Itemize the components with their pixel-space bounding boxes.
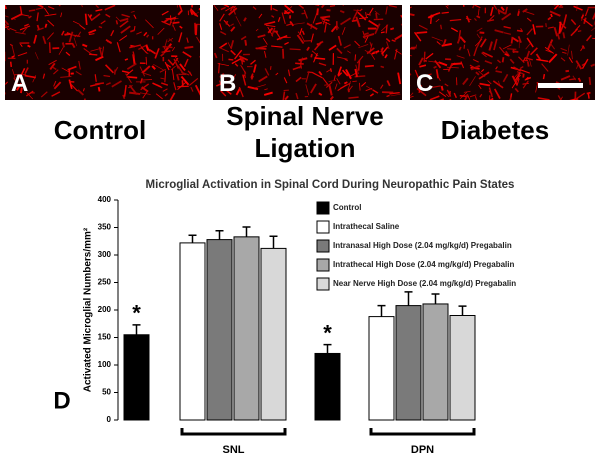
bar xyxy=(179,242,206,421)
error-bar xyxy=(132,324,141,335)
y-tick-label: 0 xyxy=(107,415,112,424)
error-bar xyxy=(458,305,467,316)
legend-label: Control xyxy=(333,203,361,212)
error-bar xyxy=(323,343,332,354)
error-bar xyxy=(242,226,251,237)
bar xyxy=(260,247,287,421)
micrograph xyxy=(402,0,600,108)
y-tick-label: 100 xyxy=(98,360,112,369)
y-axis-label: Activated Microglial Numbers/mm² xyxy=(83,227,94,392)
legend-label: Intrathecal High Dose (2.04 mg/kg/d) Pre… xyxy=(333,260,514,269)
y-tick-label: 50 xyxy=(102,388,111,397)
legend-swatch xyxy=(316,220,330,234)
bar xyxy=(233,236,260,421)
bar xyxy=(395,305,422,421)
annotation: * xyxy=(132,301,141,326)
legend-swatch xyxy=(316,258,330,272)
micrograph-c: C xyxy=(402,0,600,108)
panel-caption: Diabetes xyxy=(440,115,550,145)
micrograph xyxy=(0,0,205,103)
panel-letter: B xyxy=(219,70,237,97)
y-tick-label: 250 xyxy=(98,278,112,287)
bar xyxy=(314,352,341,421)
y-tick-label: 200 xyxy=(98,305,112,314)
x-tick-label: DPN xyxy=(411,444,434,456)
panel-caption: Control xyxy=(53,115,147,145)
panel-caption: Spinal Nerve Ligation xyxy=(226,101,384,163)
bracket xyxy=(180,428,287,436)
bar xyxy=(123,334,150,421)
legend-swatch xyxy=(316,201,330,215)
panel-letter: C xyxy=(416,70,434,97)
panel-letter: A xyxy=(11,70,29,97)
annotation: * xyxy=(323,320,332,345)
panel-letter: D xyxy=(53,387,70,414)
micrograph xyxy=(212,0,408,108)
error-bar xyxy=(269,235,278,249)
y-tick-label: 400 xyxy=(98,195,112,204)
legend-swatch xyxy=(316,277,330,291)
chart-title: Microglial Activation in Spinal Cord Dur… xyxy=(146,179,515,191)
x-tick-label: SNL xyxy=(223,444,245,456)
legend-swatch xyxy=(316,239,330,253)
y-tick-label: 350 xyxy=(98,223,112,232)
chart: Microglial Activation in Spinal Cord Dur… xyxy=(53,179,516,456)
y-tick-label: 300 xyxy=(98,250,112,259)
bar xyxy=(368,316,395,421)
scale-bar xyxy=(538,83,583,88)
error-bar xyxy=(188,234,197,243)
legend-label: Intrathecal Saline xyxy=(333,222,400,231)
micrograph-b: B xyxy=(212,0,408,108)
bar xyxy=(422,303,449,421)
error-bar xyxy=(377,304,386,317)
micrograph-a: A xyxy=(0,0,205,103)
legend-label: Near Nerve High Dose (2.04 mg/kg/d) Preg… xyxy=(333,279,516,288)
bracket xyxy=(369,428,476,436)
error-bar xyxy=(431,293,440,304)
legend-label: Intranasal High Dose (2.04 mg/kg/d) Preg… xyxy=(333,241,512,250)
y-tick-label: 150 xyxy=(98,333,112,342)
error-bar xyxy=(404,291,413,306)
bar xyxy=(449,315,476,421)
error-bar xyxy=(215,230,224,240)
bar xyxy=(206,239,233,421)
